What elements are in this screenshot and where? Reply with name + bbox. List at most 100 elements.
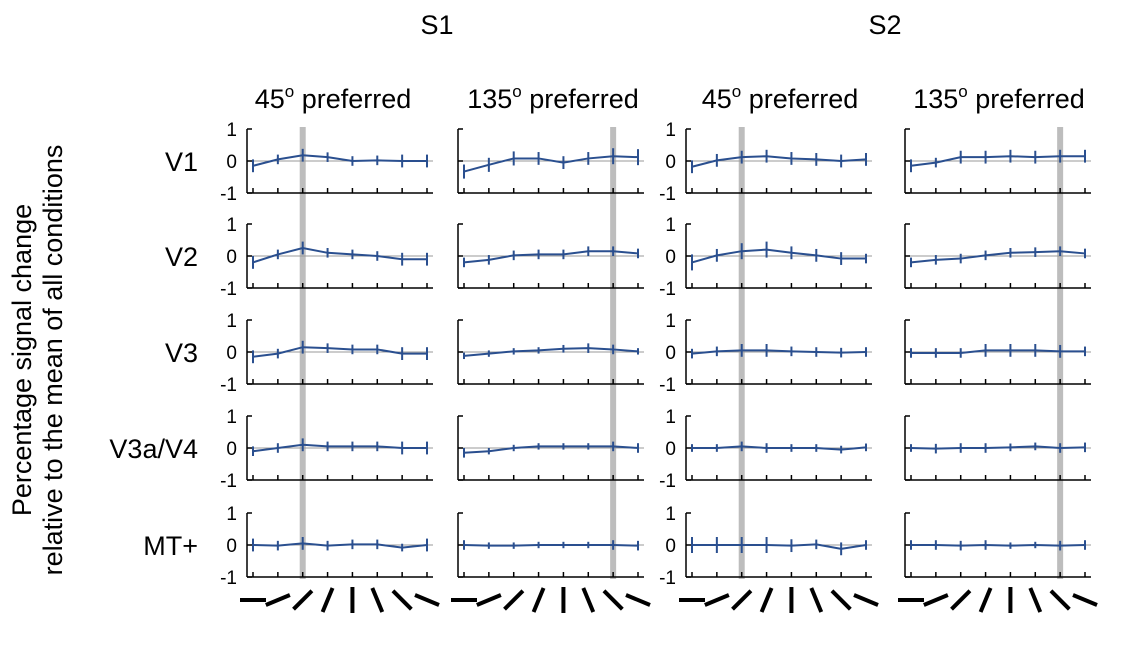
series-line (691, 349, 867, 355)
y-tick-label: 0 (226, 343, 237, 364)
series-line (463, 155, 639, 173)
orientation-glyph-135 (830, 589, 852, 611)
series-line (252, 443, 427, 453)
orientation-glyph-45 (950, 589, 972, 611)
panel-title-degree-sign: o (285, 82, 294, 101)
panel-v3a-v4-col4 (904, 415, 1091, 481)
y-tick-label: -1 (659, 568, 676, 589)
orientation-glyph-157-5 (414, 593, 440, 607)
panel-title-degrees: 45 (702, 84, 732, 114)
y-axis-label-line: Percentage signal change (7, 204, 37, 516)
panel-title-4: 135o preferred (913, 82, 1085, 114)
y-tick-label: 0 (226, 439, 237, 460)
panel-v2-col2 (457, 223, 644, 289)
y-tick-label: -1 (220, 184, 237, 205)
panel-title-preferred: preferred (294, 84, 411, 114)
panel-v1-col3: 1 0 -1 (659, 120, 872, 205)
series-line (252, 346, 427, 358)
orientation-glyph-112-5 (370, 587, 385, 613)
orientation-glyph-67-5 (759, 587, 774, 613)
panel-title-degrees: 135 (467, 84, 512, 114)
orientation-glyph-135 (602, 589, 624, 611)
series-line (692, 445, 867, 451)
y-tick-label: 0 (665, 152, 676, 173)
panel-mt--col4 (904, 512, 1091, 578)
panel-title-3: 45o preferred (702, 82, 859, 114)
orientation-glyph-157-5 (625, 593, 651, 607)
series-line (463, 445, 639, 454)
series-line (911, 543, 1086, 547)
y-tick-label: 1 (665, 504, 676, 525)
panel-title-preferred: preferred (522, 84, 639, 114)
y-tick-label: 0 (665, 343, 676, 364)
y-tick-label: 1 (226, 504, 237, 525)
y-tick-label: 0 (665, 247, 676, 268)
panel-mt--col2 (457, 512, 644, 578)
region-label-v2: V2 (165, 242, 198, 272)
y-tick-label: 0 (226, 247, 237, 268)
y-tick-label: -1 (220, 471, 237, 492)
series-line (692, 543, 867, 550)
y-tick-label: -1 (659, 184, 676, 205)
y-tick-label: -1 (659, 375, 676, 396)
panel-v3-col1: 1 0 -1 (220, 311, 433, 396)
panel-v2-col4 (904, 223, 1091, 289)
y-tick-label: 1 (665, 311, 676, 332)
panel-title-degree-sign: o (512, 82, 521, 101)
panel-title-degree-sign: o (958, 82, 967, 101)
orientation-glyph-45 (503, 589, 525, 611)
y-tick-label: 1 (665, 215, 676, 236)
y-tick-label: -1 (220, 375, 237, 396)
y-tick-label: -1 (220, 568, 237, 589)
panel-v3a-v4-col1: 1 0 -1 (220, 407, 433, 492)
orientation-glyph-22-5 (265, 593, 291, 607)
orientation-glyph-22-5 (476, 593, 502, 607)
panel-title-1: 45o preferred (255, 82, 412, 114)
orientation-glyph-45 (292, 589, 314, 611)
panel-v1-col2 (457, 128, 644, 194)
y-tick-label: -1 (659, 279, 676, 300)
series-line (463, 347, 639, 357)
y-tick-label: 1 (665, 407, 676, 428)
orientation-glyph-135 (391, 589, 413, 611)
panel-title-preferred: preferred (741, 84, 858, 114)
orientation-glyph-112-5 (581, 587, 596, 613)
y-tick-label: 0 (665, 439, 676, 460)
region-label-v3a-v4: V3a/V4 (109, 434, 198, 464)
series-line (463, 250, 639, 264)
panel-v3-col4 (904, 319, 1091, 385)
y-tick-label: 0 (226, 536, 237, 557)
y-tick-label: 1 (665, 120, 676, 141)
orientation-glyph-67-5 (320, 587, 335, 613)
y-tick-label: 0 (226, 152, 237, 173)
region-label-mt-: MT+ (143, 531, 198, 561)
panel-v1-col4 (904, 128, 1091, 194)
panel-title-degree-sign: o (732, 82, 741, 101)
panel-mt--col3: 1 0 -1 (659, 504, 872, 589)
orientation-glyph-45 (731, 589, 753, 611)
panel-title-degrees: 45 (255, 84, 285, 114)
panel-v2-col1: 1 0 -1 (220, 215, 433, 300)
y-tick-label: -1 (220, 279, 237, 300)
series-line (910, 250, 1086, 264)
series-line (910, 445, 1086, 450)
series-line (911, 349, 1085, 354)
orientation-glyph-22-5 (923, 593, 949, 607)
y-tick-label: 1 (226, 311, 237, 332)
y-tick-label: -1 (659, 471, 676, 492)
series-line (252, 542, 428, 549)
series-line (463, 544, 639, 547)
y-axis-label: Percentage signal changerelative to the … (7, 145, 68, 576)
orientation-glyph-135 (1049, 589, 1071, 611)
y-tick-label: 1 (226, 407, 237, 428)
panel-v2-col3: 1 0 -1 (659, 215, 872, 300)
series-line (691, 248, 866, 264)
y-axis-label-line: relative to the mean of all conditions (38, 145, 68, 576)
orientation-glyph-112-5 (809, 587, 824, 613)
panel-title-2: 135o preferred (467, 82, 639, 114)
subject-label-s1: S1 (420, 10, 453, 40)
orientation-glyph-67-5 (531, 587, 546, 613)
orientation-glyph-67-5 (978, 587, 993, 613)
orientation-glyph-157-5 (1072, 593, 1098, 607)
